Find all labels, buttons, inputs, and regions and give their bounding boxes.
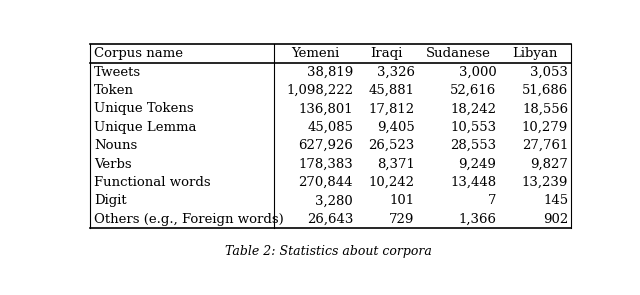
Text: 3,326: 3,326 <box>376 65 415 78</box>
Text: 13,448: 13,448 <box>451 176 497 189</box>
Text: Iraqi: Iraqi <box>371 47 403 60</box>
Text: 18,556: 18,556 <box>522 102 568 115</box>
Text: 3,000: 3,000 <box>459 65 497 78</box>
Text: Table 2: Statistics about corpora: Table 2: Statistics about corpora <box>225 245 431 258</box>
Text: 8,371: 8,371 <box>377 158 415 171</box>
Text: Unique Tokens: Unique Tokens <box>94 102 193 115</box>
Text: 1,098,222: 1,098,222 <box>286 84 353 97</box>
Text: 10,279: 10,279 <box>522 121 568 134</box>
Text: 9,405: 9,405 <box>377 121 415 134</box>
Text: Unique Lemma: Unique Lemma <box>94 121 196 134</box>
Text: 627,926: 627,926 <box>298 139 353 152</box>
Text: 9,249: 9,249 <box>458 158 497 171</box>
Text: 7: 7 <box>488 194 497 207</box>
Text: 10,242: 10,242 <box>369 176 415 189</box>
Text: 3,053: 3,053 <box>530 65 568 78</box>
Text: 45,085: 45,085 <box>307 121 353 134</box>
Text: Functional words: Functional words <box>94 176 211 189</box>
Text: 145: 145 <box>543 194 568 207</box>
Text: Corpus name: Corpus name <box>94 47 183 60</box>
Text: 13,239: 13,239 <box>522 176 568 189</box>
Text: 27,761: 27,761 <box>522 139 568 152</box>
Text: 1,366: 1,366 <box>458 213 497 226</box>
Text: Tweets: Tweets <box>94 65 141 78</box>
Text: 9,827: 9,827 <box>530 158 568 171</box>
Text: 3,280: 3,280 <box>316 194 353 207</box>
Text: 101: 101 <box>389 194 415 207</box>
Text: Yemeni: Yemeni <box>291 47 339 60</box>
Text: 18,242: 18,242 <box>451 102 497 115</box>
Text: 10,553: 10,553 <box>451 121 497 134</box>
Text: Libyan: Libyan <box>513 47 558 60</box>
Text: 38,819: 38,819 <box>307 65 353 78</box>
Text: 729: 729 <box>389 213 415 226</box>
Text: 270,844: 270,844 <box>299 176 353 189</box>
Text: 136,801: 136,801 <box>298 102 353 115</box>
Text: 902: 902 <box>543 213 568 226</box>
Text: 17,812: 17,812 <box>369 102 415 115</box>
Text: 52,616: 52,616 <box>450 84 497 97</box>
Text: 178,383: 178,383 <box>298 158 353 171</box>
Text: Digit: Digit <box>94 194 127 207</box>
Text: 26,523: 26,523 <box>368 139 415 152</box>
Text: 45,881: 45,881 <box>369 84 415 97</box>
Text: Token: Token <box>94 84 134 97</box>
Text: 51,686: 51,686 <box>522 84 568 97</box>
Text: Verbs: Verbs <box>94 158 131 171</box>
Text: Others (e.g., Foreign words): Others (e.g., Foreign words) <box>94 213 284 226</box>
Text: 28,553: 28,553 <box>451 139 497 152</box>
Text: Nouns: Nouns <box>94 139 137 152</box>
Text: Sudanese: Sudanese <box>426 47 491 60</box>
Text: 26,643: 26,643 <box>307 213 353 226</box>
